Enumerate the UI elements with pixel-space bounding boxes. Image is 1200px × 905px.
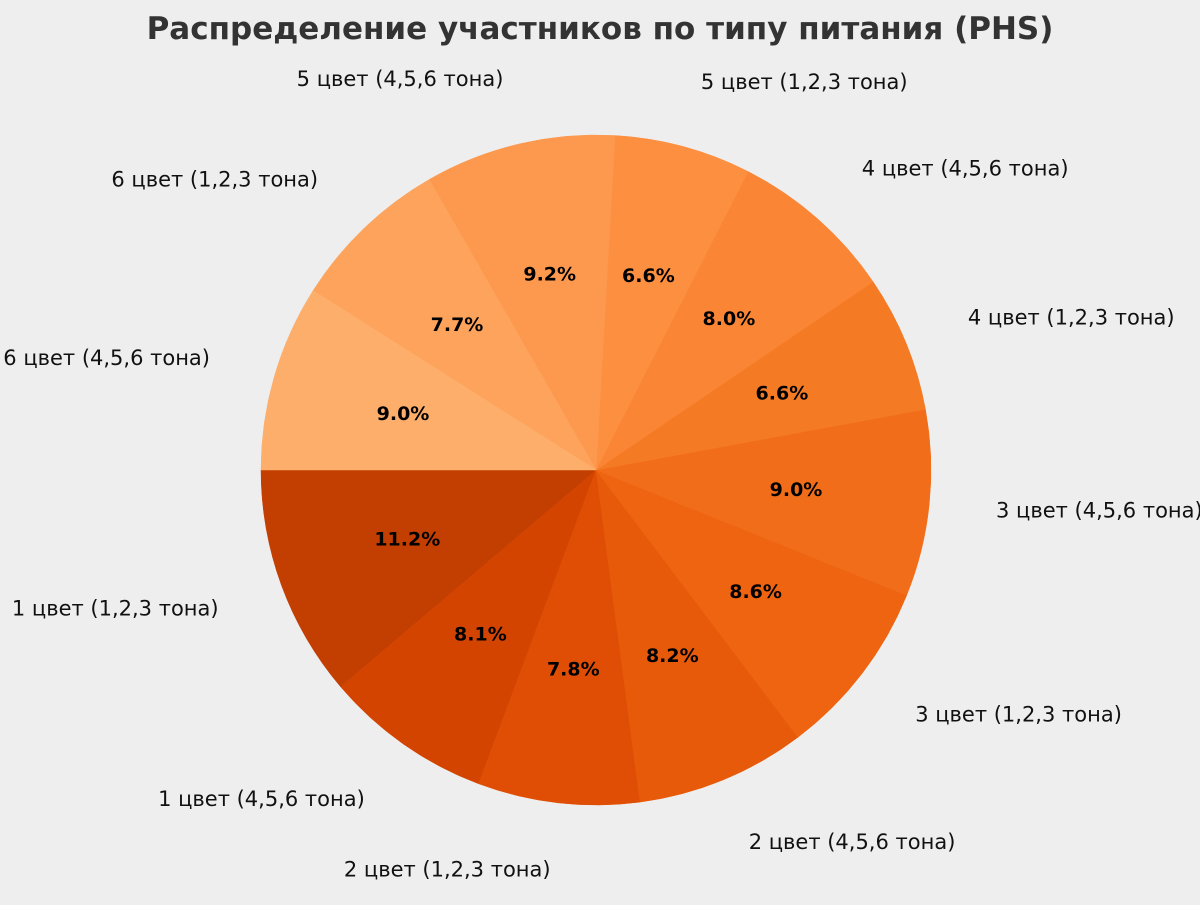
pie-slice-10 [428, 134, 616, 471]
pie-slice-7 [595, 281, 926, 471]
chart-title: Распределение участников по типу питания… [146, 11, 1054, 47]
slice-label-10: 5 цвет (4,5,6 тона) [297, 67, 504, 91]
pie-slice-12 [260, 290, 597, 471]
pie-slice-4 [595, 469, 799, 803]
slice-label-7: 4 цвет (1,2,3 тона) [968, 305, 1175, 329]
slice-label-9: 5 цвет (1,2,3 тона) [701, 70, 908, 94]
pct-label-4: 8.2% [646, 645, 699, 667]
slice-label-12: 6 цвет (4,5,6 тона) [3, 346, 210, 370]
slice-label-1: 1 цвет (1,2,3 тона) [12, 597, 219, 621]
pct-label-10: 9.2% [523, 263, 576, 285]
pie-slice-11 [312, 179, 597, 471]
pct-label-6: 9.0% [770, 479, 823, 501]
slice-label-11: 6 цвет (1,2,3 тона) [111, 168, 318, 192]
pie-slice-2 [340, 469, 597, 785]
pie-slice-3 [478, 469, 641, 806]
pct-label-7: 6.6% [756, 383, 809, 405]
category-labels: 1 цвет (1,2,3 тона) 1 цвет (4,5,6 тона) 2 … [3, 67, 1200, 882]
slice-label-4: 2 цвет (4,5,6 тона) [749, 830, 956, 854]
slice-label-5: 3 цвет (1,2,3 тона) [915, 702, 1122, 726]
percent-labels: 11.2% 8.1% 7.8% 8.2% 8.6% 9.0% 6.6% 8.0% 6.6% 9.2… [374, 263, 822, 680]
pct-label-3: 7.8% [547, 659, 600, 681]
pie-slice-1 [260, 469, 597, 688]
slice-label-2: 1 цвет (4,5,6 тона) [158, 787, 365, 811]
pie-slice-8 [595, 171, 874, 471]
pct-label-5: 8.6% [729, 581, 782, 603]
pie-slice-6 [595, 409, 932, 596]
slice-label-6: 3 цвет (4,5,6 тона) [996, 498, 1200, 522]
pct-label-1: 11.2% [374, 528, 440, 550]
pie-slice-5 [595, 469, 908, 738]
pct-label-8: 8.0% [703, 308, 756, 330]
pct-label-12: 9.0% [377, 403, 430, 425]
pct-label-2: 8.1% [454, 623, 507, 645]
slice-label-3: 2 цвет (1,2,3 тона) [344, 857, 551, 881]
pie-slices [260, 134, 932, 806]
pct-label-11: 7.7% [431, 314, 484, 336]
pct-label-9: 6.6% [622, 265, 675, 287]
pie-slice-9 [595, 135, 749, 471]
slice-label-8: 4 цвет (4,5,6 тона) [862, 157, 1069, 181]
